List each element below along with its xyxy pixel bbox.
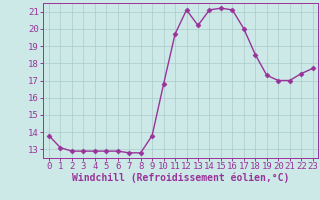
X-axis label: Windchill (Refroidissement éolien,°C): Windchill (Refroidissement éolien,°C) (72, 173, 290, 183)
